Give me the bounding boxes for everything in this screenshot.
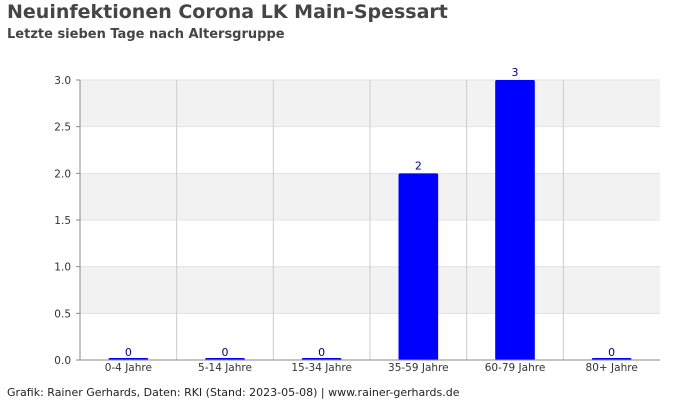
data-label: 0	[318, 346, 325, 359]
data-label: 0	[608, 346, 615, 359]
y-axis-ticks: 0.0 0.5 1.0 1.5 2.0 2.5 3.0	[54, 75, 80, 367]
chart-title: Neuinfektionen Corona LK Main-Spessart	[7, 1, 448, 23]
data-label: 3	[512, 66, 519, 79]
y-tick-label: 0.5	[54, 308, 71, 320]
y-tick-label: 1.0	[54, 262, 71, 274]
data-label: 0	[222, 346, 229, 359]
data-label: 2	[415, 159, 422, 172]
y-tick-label: 1.5	[54, 215, 71, 227]
x-tick-label: 35-59 Jahre	[388, 362, 449, 374]
y-tick-label: 2.5	[54, 122, 71, 134]
y-tick-label: 0.0	[54, 355, 71, 367]
x-tick-label: 15-34 Jahre	[291, 362, 352, 374]
x-tick-label: 5-14 Jahre	[198, 362, 252, 374]
x-tick-label: 0-4 Jahre	[105, 362, 152, 374]
source-footer: Grafik: Rainer Gerhards, Daten: RKI (Sta…	[7, 386, 460, 399]
y-tick-label: 2.0	[54, 168, 71, 180]
chart-subtitle: Letzte sieben Tage nach Altersgruppe	[7, 27, 285, 42]
vertical-gridlines	[176, 80, 564, 360]
x-axis-ticks: 0-4 Jahre 5-14 Jahre 15-34 Jahre 35-59 Jahr…	[105, 362, 638, 374]
y-tick-label: 3.0	[54, 75, 71, 87]
data-label: 0	[125, 346, 132, 359]
bar-35-59-jahre	[398, 173, 439, 360]
bars	[108, 80, 632, 360]
data-labels: 0 0 0 2 3 0	[125, 66, 615, 359]
x-tick-label: 60-79 Jahre	[485, 362, 546, 374]
bar-60-79-jahre	[495, 80, 535, 360]
x-tick-label: 80+ Jahre	[586, 362, 638, 374]
